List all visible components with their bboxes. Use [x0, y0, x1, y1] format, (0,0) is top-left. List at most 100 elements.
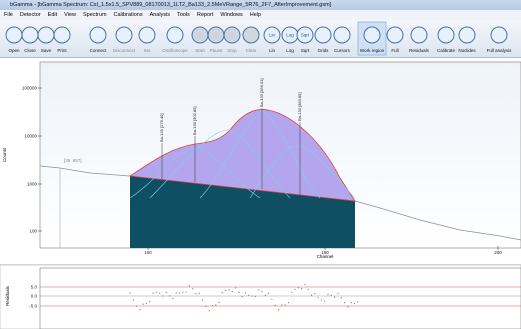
residual-dot	[264, 294, 266, 296]
residual-dot	[284, 304, 286, 306]
residual-dot	[281, 304, 283, 306]
residuals-axis-label: Residuals	[5, 285, 10, 306]
peak-label: Ba-133 [356.01]	[259, 79, 264, 107]
residual-dot	[185, 291, 187, 293]
residual-dot	[320, 299, 322, 301]
button-label: Grids	[318, 48, 330, 53]
toolbar-button[interactable]: Residuals	[409, 26, 430, 53]
residual-dot	[350, 302, 352, 304]
window-title: bGamma - [bGamma Spectrum: CsI_1.5x1.5_S…	[0, 0, 521, 10]
button-label: Start	[195, 48, 205, 53]
button-icon	[89, 26, 107, 44]
residual-dot	[215, 304, 217, 306]
residual-dot	[188, 285, 190, 287]
button-icon	[223, 26, 241, 44]
button-icon	[138, 26, 156, 44]
toolbar-button[interactable]: Lin Lin	[263, 26, 281, 53]
residual-dot	[162, 295, 164, 297]
toolbar-button[interactable]: Open	[5, 26, 23, 53]
menu-item[interactable]: Detector	[19, 12, 41, 18]
toolbar-button[interactable]: Save	[37, 26, 55, 53]
toolbar-button[interactable]: Full analysis	[487, 26, 513, 53]
baseline-label: [35, 857]	[64, 158, 82, 163]
residual-dot	[198, 292, 200, 294]
toolbar-button[interactable]: Calibrate	[437, 26, 456, 53]
toolbar-button[interactable]: Work region	[357, 21, 387, 56]
toolbar-button[interactable]: Start	[191, 26, 209, 53]
button-icon	[242, 26, 260, 44]
residual-dot	[251, 295, 253, 297]
button-icon	[37, 26, 55, 44]
toolbar-button[interactable]: Cursors	[333, 26, 351, 53]
toolbar-button[interactable]: Clear	[242, 26, 260, 53]
button-icon	[437, 26, 455, 44]
residual-dot	[132, 299, 134, 301]
button-label: Sqrt	[301, 48, 310, 53]
menu-item[interactable]: Tools	[177, 12, 190, 18]
toolbar-button[interactable]: Disconnect	[113, 26, 136, 53]
toolbar-button[interactable]: Close	[21, 26, 39, 53]
menu-item[interactable]: File	[4, 12, 13, 18]
menu-item[interactable]: Help	[249, 12, 262, 18]
button-label: Calibrate	[437, 48, 456, 53]
toolbar-button[interactable]: Nuclides	[458, 26, 476, 53]
toolbar-button[interactable]: Stop	[223, 26, 241, 53]
residual-dot	[271, 298, 273, 301]
residual-dot	[254, 295, 256, 297]
residual-dot	[291, 291, 293, 293]
button-icon	[333, 26, 351, 44]
button-icon	[115, 26, 133, 44]
menu-item[interactable]: Windows	[220, 12, 243, 18]
menu-item[interactable]: View	[64, 12, 76, 18]
button-icon	[386, 26, 404, 44]
button-icon	[21, 26, 39, 44]
background-fill	[130, 176, 355, 248]
button-label: Save	[41, 48, 52, 53]
toolbar-button[interactable]: Connect	[89, 26, 108, 53]
residual-dot	[175, 292, 177, 294]
button-label: Close	[24, 48, 36, 53]
residual-dot	[274, 304, 276, 306]
residual-dot	[330, 294, 332, 296]
residual-dot	[343, 301, 346, 304]
residual-dot	[225, 289, 227, 292]
residual-dot	[337, 292, 339, 294]
menu-item[interactable]: Calibrations	[113, 12, 143, 18]
button-label: Stop	[227, 48, 237, 53]
menu-item[interactable]: Spectrum	[82, 12, 107, 18]
toolbar-button[interactable]: Print	[53, 26, 71, 53]
residual-dot	[136, 305, 138, 307]
menu-bar: File Detector Edit View Spectrum Calibrations…	[0, 10, 521, 20]
button-icon	[191, 26, 209, 44]
residual-dot	[301, 287, 303, 290]
button-icon	[314, 26, 332, 44]
toolbar-button[interactable]: Grids	[314, 26, 332, 53]
menu-item[interactable]: Analysis	[149, 12, 171, 18]
residual-dot	[294, 288, 296, 290]
residual-dot	[129, 292, 131, 294]
toolbar-button[interactable]: Set	[138, 26, 156, 53]
peak-label: Ba-133 [276.40]	[159, 114, 164, 142]
button-label: Cursors	[334, 48, 351, 53]
residual-dot	[248, 294, 250, 296]
button-icon	[296, 26, 314, 44]
button-label: Full	[391, 48, 398, 53]
button-icon	[458, 26, 476, 44]
residual-tick-label: 0.0	[31, 294, 38, 299]
residual-dot	[182, 291, 184, 293]
toolbar-button[interactable]: Sqrt Sqrt	[296, 26, 314, 53]
residual-dot	[238, 291, 240, 293]
residual-dot	[195, 293, 197, 295]
y-tick-label: 10000	[24, 134, 37, 139]
toolbar-button[interactable]: Full	[386, 26, 404, 53]
menu-item[interactable]: Edit	[47, 12, 58, 18]
toolbar-button[interactable]: Pause	[207, 26, 225, 53]
button-icon	[207, 26, 225, 44]
toolbar-button[interactable]: Log Log	[281, 26, 299, 53]
x-tick-label: 150	[321, 250, 329, 255]
button-label: Work region	[360, 48, 385, 53]
residuals-frame	[39, 267, 521, 329]
residual-dot	[149, 301, 151, 303]
menu-item[interactable]: Report	[196, 12, 214, 18]
toolbar-button[interactable]: Oscilloscope	[162, 26, 188, 53]
